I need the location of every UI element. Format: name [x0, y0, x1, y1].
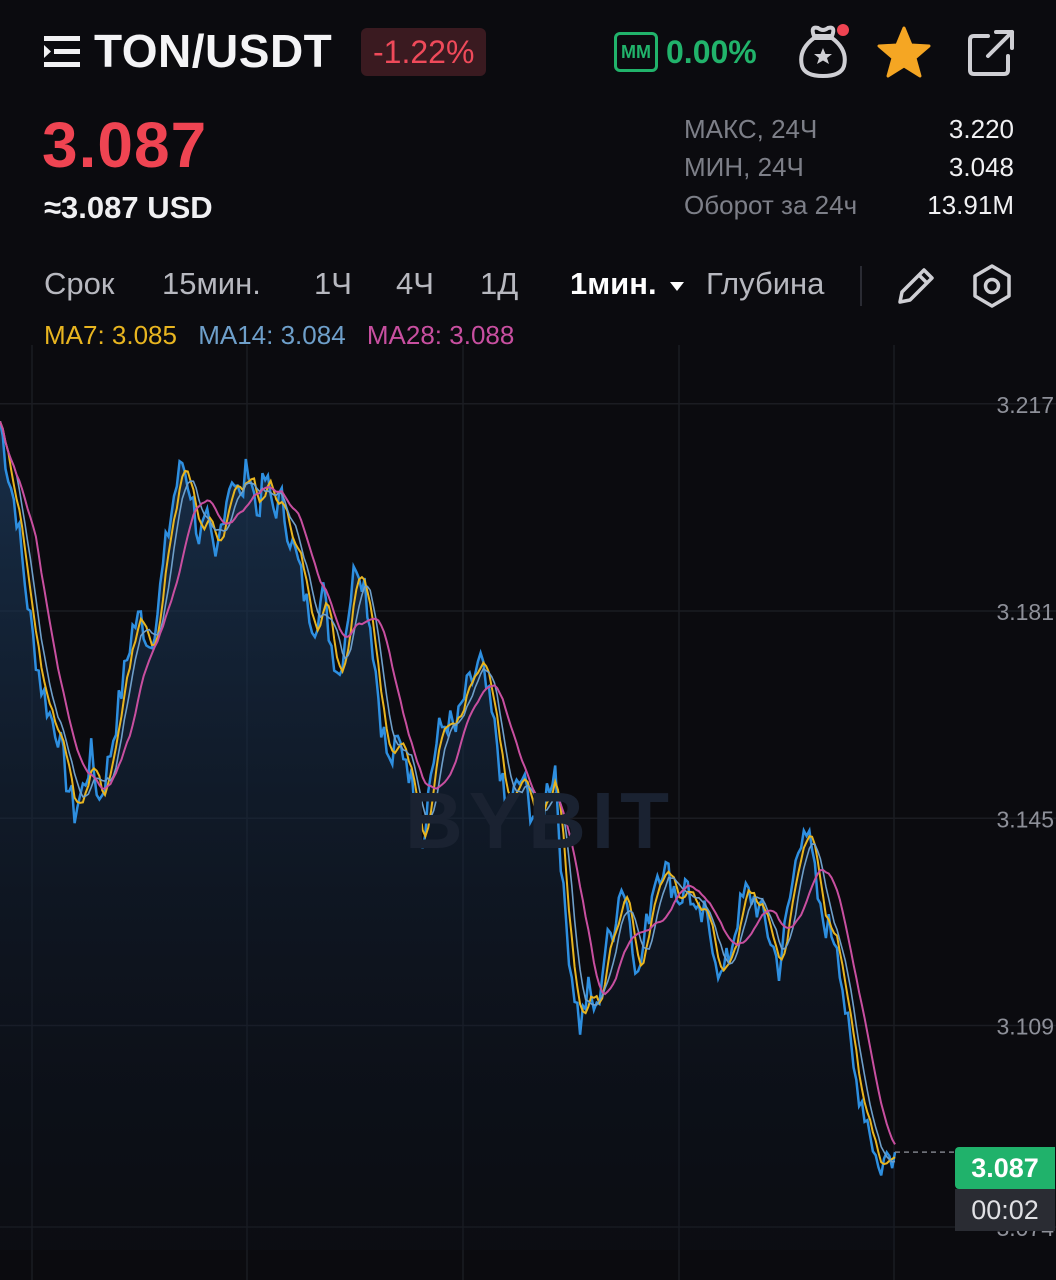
- divider: [860, 266, 862, 306]
- tab-1d[interactable]: 1Д: [480, 266, 519, 301]
- share-icon[interactable]: [966, 28, 1016, 78]
- stats-panel: МАКС, 24Ч 3.220 МИН, 24Ч 3.048 Оборот за…: [684, 110, 1014, 224]
- tab-depth[interactable]: Глубина: [706, 266, 825, 301]
- star-icon[interactable]: [876, 26, 932, 80]
- stat-label: Оборот за 24ч: [684, 189, 858, 220]
- settings-hexagon-icon[interactable]: [968, 262, 1016, 310]
- ma28-label: MA28: 3.088: [366, 320, 515, 350]
- y-tick-label: 3.145: [996, 806, 1054, 832]
- ma-legend: MA7: 3.085 MA14: 3.084 MA28: 3.088: [44, 320, 528, 351]
- stat-value: 3.048: [948, 151, 1014, 182]
- price-area: [0, 421, 895, 1250]
- money-bag-icon[interactable]: [796, 22, 850, 80]
- ma7-line: [0, 421, 896, 1166]
- menu-icon[interactable]: [44, 33, 82, 71]
- watermark-logo: BYBIT: [405, 776, 675, 865]
- y-tick-label: 3.217: [996, 392, 1054, 418]
- stat-value: 3.220: [948, 113, 1014, 144]
- ma14-line: [0, 421, 896, 1163]
- usd-equivalent: ≈3.087 USD: [44, 190, 213, 225]
- tab-4h[interactable]: 4Ч: [396, 266, 434, 301]
- current-price-tag: 3.087: [955, 1147, 1055, 1189]
- price-line: [0, 421, 897, 1176]
- ma7-label: MA7: 3.085: [44, 320, 177, 350]
- last-price: 3.087: [42, 109, 208, 181]
- stat-label: МАКС, 24Ч: [684, 113, 818, 144]
- caret-down-icon: [670, 281, 685, 291]
- tab-1h[interactable]: 1Ч: [314, 266, 352, 301]
- change-badge: -1.22%: [361, 28, 487, 76]
- pencil-icon[interactable]: [894, 264, 938, 308]
- stat-row-turnover: Оборот за 24ч 13.91M: [684, 186, 1014, 224]
- candle-countdown: 00:02: [955, 1189, 1055, 1231]
- mm-rate: 0.00%: [666, 33, 757, 70]
- y-tick-label: 3.109: [996, 1013, 1054, 1039]
- margin-mode-group[interactable]: MM 0.00%: [614, 29, 757, 75]
- header-bar: TON/USDT -1.22% MM 0.00%: [0, 0, 1056, 110]
- ma14-label: MA14: 3.084: [198, 320, 346, 350]
- timeframe-bar: Срок 15мин. 1Ч 4Ч 1Д 1мин. Глубина: [0, 258, 1056, 314]
- tab-15m[interactable]: 15мин.: [162, 266, 261, 301]
- mm-icon: MM: [614, 32, 658, 72]
- tab-term[interactable]: Срок: [44, 266, 115, 301]
- ma28-line: [0, 421, 896, 1145]
- stat-label: МИН, 24Ч: [684, 151, 804, 182]
- stat-row-high: МАКС, 24Ч 3.220: [684, 110, 1014, 148]
- stat-value: 13.91M: [927, 189, 1014, 220]
- y-tick-label: 3.181: [996, 599, 1054, 625]
- pair-title[interactable]: TON/USDT: [94, 25, 333, 77]
- tab-1m-dropdown[interactable]: 1мин.: [570, 266, 685, 302]
- tab-1m-label: 1мин.: [570, 266, 657, 301]
- stat-row-low: МИН, 24Ч 3.048: [684, 148, 1014, 186]
